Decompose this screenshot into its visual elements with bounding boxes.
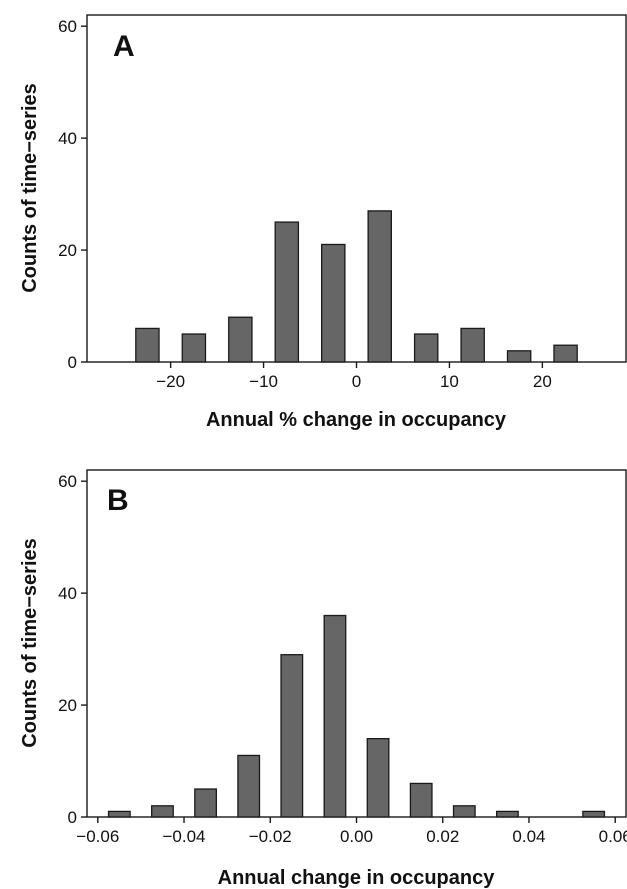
bar bbox=[366, 737, 390, 818]
y-tick-label: 60 bbox=[58, 472, 77, 491]
x-tick-label: −20 bbox=[156, 372, 185, 391]
bar bbox=[237, 754, 261, 818]
x-tick-label: −0.04 bbox=[163, 827, 206, 846]
bar bbox=[323, 614, 347, 818]
x-tick-label: 0.04 bbox=[512, 827, 545, 846]
bar bbox=[553, 344, 578, 363]
bar bbox=[413, 333, 439, 363]
x-tick-label: 0.02 bbox=[426, 827, 459, 846]
y-ticks-b: 0 20 40 60 bbox=[58, 472, 87, 827]
x-tick-label: −0.06 bbox=[76, 827, 119, 846]
bars-a bbox=[135, 210, 578, 363]
y-tick-label: 40 bbox=[58, 584, 77, 603]
panel-a: A −20 −10 0 10 20 0 20 40 60 Annual % change in… bbox=[19, 14, 627, 431]
plot-frame-a bbox=[86, 14, 627, 363]
bar bbox=[409, 782, 433, 818]
bar bbox=[194, 788, 218, 818]
bar bbox=[321, 243, 346, 363]
panel-label-a: A bbox=[113, 30, 135, 63]
x-tick-label: 10 bbox=[440, 372, 459, 391]
x-tick-label: 0.06 bbox=[599, 827, 627, 846]
x-ticks-b: −0.06 −0.04 −0.02 0.00 0.02 0.04 0.06 bbox=[76, 817, 627, 846]
x-axis-title-a: Annual % change in occupancy bbox=[206, 409, 507, 431]
bar bbox=[151, 805, 174, 818]
y-tick-label: 40 bbox=[58, 129, 77, 148]
x-tick-label: −10 bbox=[249, 372, 278, 391]
bars-b bbox=[107, 614, 606, 818]
x-axis-title-b: Annual change in occupancy bbox=[218, 867, 496, 889]
bar bbox=[460, 327, 485, 363]
bar bbox=[181, 333, 207, 363]
bar bbox=[135, 327, 160, 363]
x-ticks-a: −20 −10 0 10 20 bbox=[156, 362, 552, 391]
y-tick-label: 20 bbox=[58, 696, 77, 715]
bar bbox=[274, 221, 300, 363]
panel-label-b: B bbox=[107, 484, 129, 517]
y-tick-label: 0 bbox=[68, 808, 77, 827]
y-ticks-a: 0 20 40 60 bbox=[58, 17, 87, 372]
x-tick-label: 0 bbox=[352, 372, 361, 391]
y-axis-title-a: Counts of time−series bbox=[19, 83, 41, 293]
bar bbox=[228, 316, 253, 363]
x-tick-label: −0.02 bbox=[249, 827, 292, 846]
y-tick-label: 0 bbox=[68, 353, 77, 372]
bar bbox=[280, 654, 304, 818]
plot-frame-b bbox=[86, 469, 627, 818]
bar bbox=[506, 350, 532, 363]
bar bbox=[452, 805, 476, 818]
bar bbox=[495, 810, 519, 818]
y-tick-label: 60 bbox=[58, 17, 77, 36]
panel-b: B −0.06 −0.04 −0.02 0.00 0.02 0.04 0.06 0 20 40 6… bbox=[19, 469, 627, 889]
bar bbox=[367, 210, 392, 363]
y-axis-title-b: Counts of time−series bbox=[19, 538, 41, 748]
y-tick-label: 20 bbox=[58, 241, 77, 260]
bar bbox=[582, 810, 606, 818]
x-tick-label: 20 bbox=[533, 372, 552, 391]
x-tick-label: 0.00 bbox=[340, 827, 373, 846]
bar bbox=[107, 810, 131, 818]
